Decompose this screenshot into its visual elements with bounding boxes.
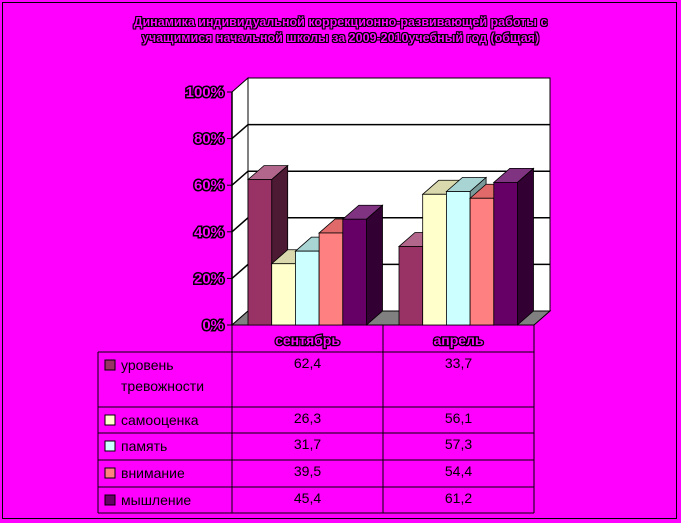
bar xyxy=(445,191,471,326)
data-label: 54,4 xyxy=(445,463,472,479)
legend-label: уровень xyxy=(121,357,174,373)
chart-title: Динамика индивидуальной коррекционно-раз… xyxy=(0,14,681,46)
y-tick-label: 20% xyxy=(194,270,224,287)
chart-title-line-2: учащимися начальной школы за 2009-2010уч… xyxy=(141,31,540,45)
data-label: 26,3 xyxy=(294,410,321,426)
y-tick-label: 0% xyxy=(202,317,224,334)
legend-swatch xyxy=(104,414,116,426)
bar xyxy=(422,193,447,326)
bar xyxy=(398,246,424,326)
bar xyxy=(294,250,320,326)
y-tick-label: 40% xyxy=(194,224,224,241)
legend-label: внимание xyxy=(121,465,185,481)
legend-swatch xyxy=(104,440,116,452)
data-label: 56,1 xyxy=(445,410,472,426)
bar xyxy=(271,263,296,326)
bar xyxy=(318,232,344,326)
data-label: 61,2 xyxy=(445,490,472,506)
legend-swatch xyxy=(104,359,116,371)
bar xyxy=(493,182,518,326)
bar-side xyxy=(517,167,534,326)
bar xyxy=(469,197,495,326)
legend-label: память xyxy=(121,438,167,454)
gridline xyxy=(231,170,550,186)
bar xyxy=(247,179,273,326)
category-label: апрель xyxy=(433,332,483,348)
legend-swatch xyxy=(104,494,116,506)
y-tick-label: 100% xyxy=(186,84,224,101)
legend-label: самооценка xyxy=(121,412,199,428)
data-label: 31,7 xyxy=(294,436,321,452)
legend-label: мышление xyxy=(121,492,191,508)
data-label: 62,4 xyxy=(294,355,321,371)
bar-side xyxy=(366,204,383,326)
legend-swatch xyxy=(104,467,116,479)
data-label: 57,3 xyxy=(445,436,472,452)
data-label: 39,5 xyxy=(294,463,321,479)
gridline xyxy=(231,123,550,140)
data-label: 33,7 xyxy=(445,355,472,371)
legend-label: тревожности xyxy=(121,378,204,394)
data-label: 45,4 xyxy=(294,490,321,506)
y-tick-label: 60% xyxy=(194,177,224,194)
chart-side-wall xyxy=(231,76,249,327)
bar xyxy=(342,218,367,326)
category-label: сентябрь xyxy=(275,332,340,348)
chart-frame xyxy=(2,2,677,519)
y-tick-label: 80% xyxy=(194,131,224,148)
chart-title-line-1: Динамика индивидуальной коррекционно-раз… xyxy=(133,15,548,29)
